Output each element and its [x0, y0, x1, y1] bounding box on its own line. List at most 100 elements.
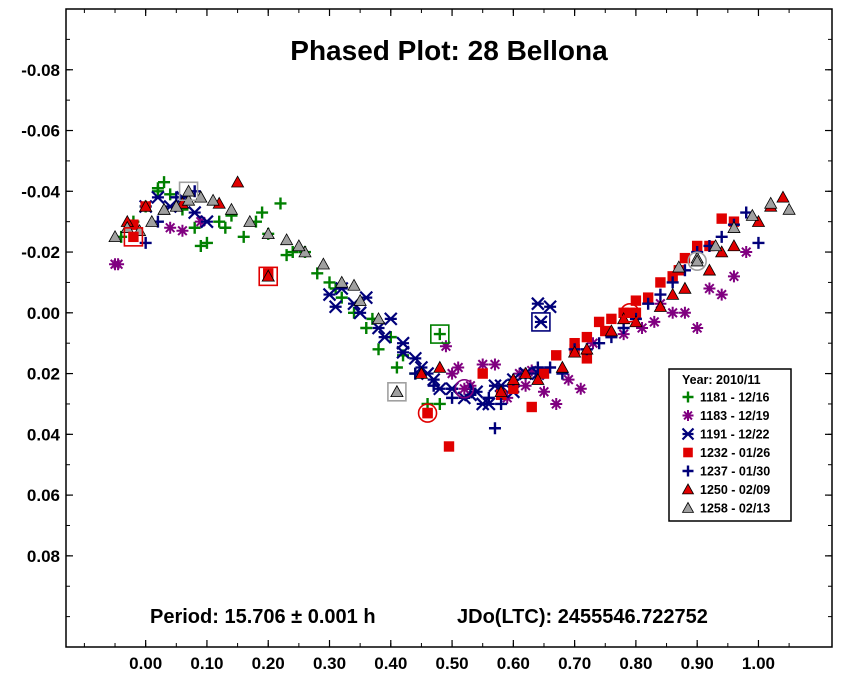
highlighted-point	[433, 328, 446, 341]
data-point	[679, 252, 691, 264]
legend-marker	[683, 447, 693, 458]
data-point	[230, 175, 245, 188]
data-point	[377, 330, 392, 344]
y-tick-label: 0.06	[27, 486, 60, 505]
data-point	[562, 373, 575, 386]
data-point	[495, 397, 508, 410]
data-point	[322, 287, 337, 302]
data-point	[151, 190, 165, 205]
legend-label: 1258 - 02/13	[700, 502, 770, 516]
highlight-box	[387, 381, 407, 402]
data-point	[390, 361, 403, 374]
data-point	[538, 368, 550, 379]
data-point	[653, 299, 668, 312]
highlighted-point	[534, 315, 548, 329]
highlight-box	[123, 227, 144, 247]
data-point	[446, 367, 459, 380]
data-point	[716, 213, 727, 224]
data-point	[371, 312, 386, 325]
legend-marker	[682, 465, 694, 477]
data-point	[727, 270, 740, 283]
data-point	[219, 221, 232, 234]
data-point	[654, 288, 667, 301]
highlighted-point	[128, 231, 139, 243]
y-tick-label: 0.04	[27, 425, 61, 444]
data-point	[642, 297, 655, 310]
data-point	[543, 299, 557, 314]
highlight-box	[531, 312, 551, 332]
data-point	[488, 358, 501, 371]
data-point	[593, 316, 605, 328]
data-point	[433, 397, 446, 410]
data-point	[580, 342, 594, 355]
legend: Year: 2010/11 1181 - 12/16 1183 - 12/19 11…	[668, 368, 792, 522]
highlight-ring	[454, 378, 475, 399]
data-point	[347, 278, 361, 291]
data-point	[544, 361, 557, 374]
data-point	[525, 364, 538, 377]
legend-label: 1237 - 01/30	[700, 465, 770, 479]
data-point	[531, 372, 545, 385]
legend-marker	[681, 501, 695, 513]
highlighted-point	[458, 382, 471, 395]
legend-marker	[682, 410, 694, 421]
data-point	[164, 221, 177, 234]
data-point	[782, 202, 796, 215]
legend-marker	[681, 483, 695, 495]
highlighted-point	[690, 254, 704, 267]
legend-marker	[681, 427, 695, 441]
data-point	[482, 391, 495, 404]
legend-box	[668, 368, 792, 522]
data-point	[672, 260, 686, 273]
highlighted-points	[123, 181, 707, 423]
highlight-box	[430, 324, 450, 344]
data-point	[488, 422, 501, 435]
highlight-ring	[417, 403, 438, 423]
data-point	[526, 401, 537, 413]
y-tick-label: -0.08	[21, 61, 60, 80]
highlighted-point	[390, 384, 404, 397]
data-point	[574, 382, 587, 395]
x-tick-label: 0.90	[681, 654, 714, 673]
legend-label: 1183 - 12/19	[700, 409, 770, 423]
legend-marker	[682, 391, 694, 403]
data-point	[636, 322, 649, 334]
data-point	[452, 361, 465, 374]
data-point	[727, 239, 741, 252]
legend-label: 1250 - 02/09	[700, 483, 770, 497]
data-point	[292, 239, 306, 252]
data-point	[328, 299, 343, 314]
data-point	[443, 441, 455, 452]
data-point	[703, 282, 716, 295]
y-tick-label: 0.00	[27, 304, 60, 323]
data-point	[727, 220, 741, 233]
data-point	[280, 249, 293, 262]
highlight-ring	[687, 251, 707, 271]
data-point	[666, 276, 679, 289]
x-tick-label: 0.60	[497, 654, 530, 673]
data-point	[194, 215, 207, 228]
x-tick-label: 0.10	[190, 654, 223, 673]
data-point	[691, 322, 704, 334]
data-point	[426, 372, 441, 387]
legend-title: Year: 2010/11	[682, 373, 761, 387]
data-point	[158, 176, 171, 189]
data-point	[531, 361, 544, 374]
data-point	[715, 245, 729, 258]
data-point	[606, 313, 617, 325]
data-point	[408, 351, 423, 366]
legend-label: 1181 - 12/16	[700, 391, 770, 405]
data-point	[745, 208, 760, 221]
data-point	[475, 397, 490, 411]
data-point	[237, 230, 250, 243]
chart-title: Phased Plot: 28 Bellona	[290, 35, 608, 66]
data-point	[567, 345, 582, 358]
data-point	[648, 315, 661, 328]
data-point	[551, 350, 562, 361]
highlight-box	[178, 181, 199, 202]
data-point	[751, 214, 766, 227]
data-point	[494, 384, 508, 397]
data-point	[145, 214, 159, 227]
data-point	[256, 206, 269, 219]
highlight-ring	[619, 303, 640, 323]
